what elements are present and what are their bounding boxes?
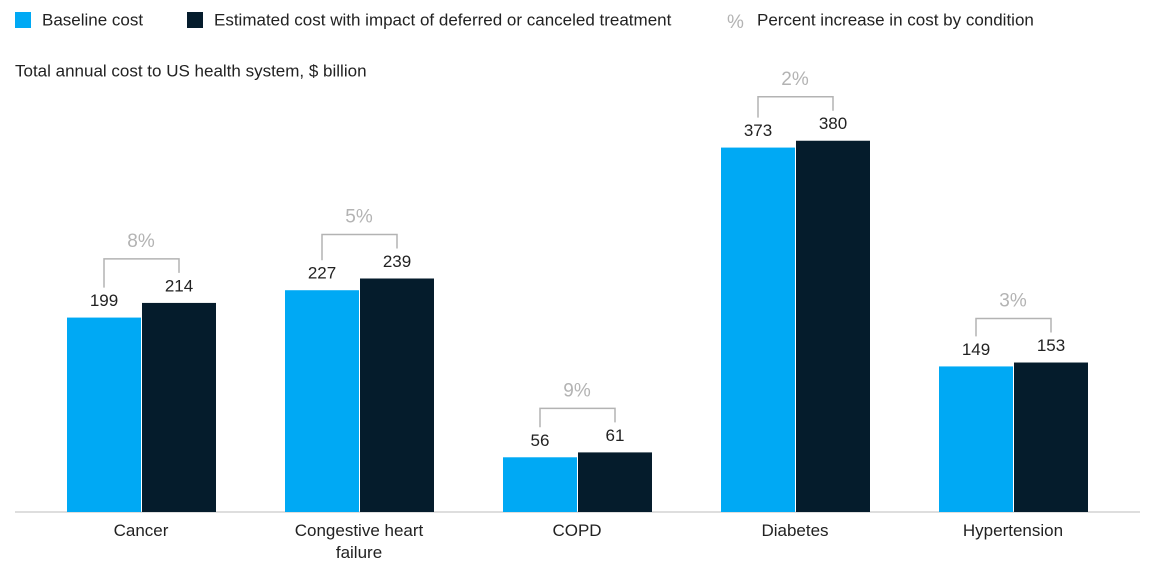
x-tick-label: Diabetes [761, 521, 829, 540]
x-tick-label-box: Hypertension [962, 521, 1064, 540]
chart-subtitle: Total annual cost to US health system, $… [15, 61, 367, 80]
percent-label: 5% [345, 207, 373, 228]
bar [578, 452, 652, 512]
percent-label: 3% [999, 291, 1027, 312]
percent-label: 2% [781, 69, 809, 90]
legend-label: Baseline cost [42, 10, 143, 29]
percent-bracket [975, 317, 1052, 337]
value-label: 239 [383, 252, 411, 271]
percent-bracket [539, 407, 616, 428]
bar [360, 278, 434, 512]
legend-swatch [187, 12, 203, 28]
x-tick-label: Congestive heart failure [294, 521, 424, 562]
bar [142, 302, 216, 512]
bar [67, 317, 141, 512]
value-label: 153 [1037, 336, 1065, 355]
x-tick-label: Hypertension [962, 521, 1064, 540]
value-label: 61 [606, 426, 625, 445]
x-tick-label-box: Diabetes [761, 521, 829, 540]
legend-symbol: % [727, 12, 744, 33]
x-tick-label: Cancer [113, 521, 169, 540]
x-tick-label-box: COPD [552, 521, 602, 540]
x-tick-label: COPD [552, 521, 602, 540]
value-label: 56 [531, 431, 550, 450]
percent-bracket [757, 95, 834, 118]
value-label: 214 [165, 276, 193, 295]
legend-swatch [15, 12, 31, 28]
value-label: 373 [744, 121, 772, 140]
percent-label: 8% [127, 231, 155, 252]
percent-label: 9% [563, 380, 591, 401]
bar [939, 366, 1013, 512]
bar [285, 290, 359, 512]
value-label: 380 [819, 114, 847, 133]
value-label: 149 [962, 340, 990, 359]
bar [503, 457, 577, 512]
x-tick-label-box: Congestive heart failure [294, 521, 424, 562]
value-label: 199 [90, 291, 118, 310]
percent-bracket [103, 258, 180, 288]
value-label: 227 [308, 264, 336, 283]
bar [796, 140, 870, 513]
x-tick-label-box: Cancer [113, 521, 169, 540]
legend-label: Percent increase in cost by condition [757, 10, 1034, 29]
bar [1014, 362, 1088, 512]
percent-bracket [321, 233, 398, 261]
legend-label: Estimated cost with impact of deferred o… [214, 10, 672, 29]
bar [721, 147, 795, 513]
